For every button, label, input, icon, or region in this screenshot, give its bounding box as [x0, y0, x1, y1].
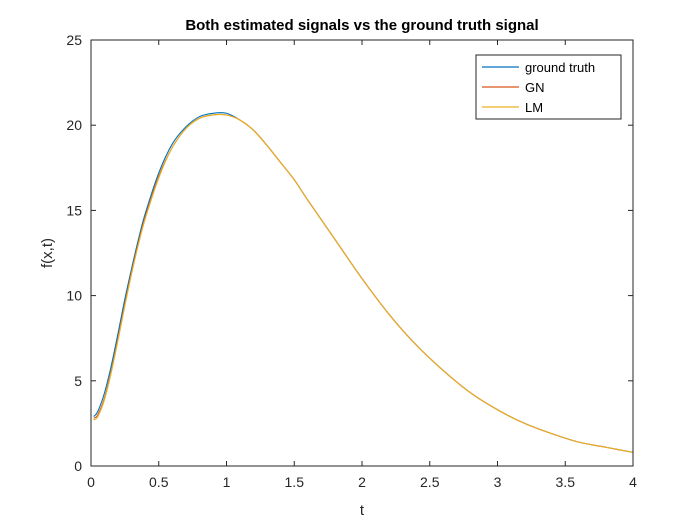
x-tick-label: 1.5	[285, 474, 305, 490]
x-tick-label: 2	[358, 474, 366, 490]
x-axis-label: t	[360, 502, 365, 519]
x-tick-label: 4	[629, 474, 637, 490]
x-tick-label: 0	[87, 474, 95, 490]
y-tick-label: 10	[66, 288, 82, 304]
series-line-lm	[93, 113, 634, 453]
y-axis-label: f(x,t)	[39, 238, 56, 268]
y-tick-label: 25	[66, 32, 82, 48]
x-tick-label: 0.5	[149, 474, 169, 490]
y-axis-ticks: 0 5 10 15 20 25	[66, 32, 633, 474]
legend-label-gn: GN	[525, 80, 545, 95]
y-tick-label: 5	[74, 373, 82, 389]
x-tick-label: 3	[494, 474, 502, 490]
x-axis-ticks: 0 0.5 1 1.5 2 2.5 3 3.5 4	[87, 40, 637, 490]
legend-label-lm: LM	[525, 100, 543, 115]
y-tick-label: 20	[66, 117, 82, 133]
chart-title: Both estimated signals vs the ground tru…	[185, 17, 538, 34]
legend-label-ground-truth: ground truth	[525, 60, 595, 75]
x-tick-label: 1	[223, 474, 231, 490]
x-tick-label: 2.5	[420, 474, 440, 490]
legend: ground truth GN LM	[475, 54, 622, 120]
series-group	[93, 112, 634, 453]
y-tick-label: 15	[66, 202, 82, 218]
y-tick-label: 0	[74, 458, 82, 474]
x-tick-label: 3.5	[556, 474, 576, 490]
